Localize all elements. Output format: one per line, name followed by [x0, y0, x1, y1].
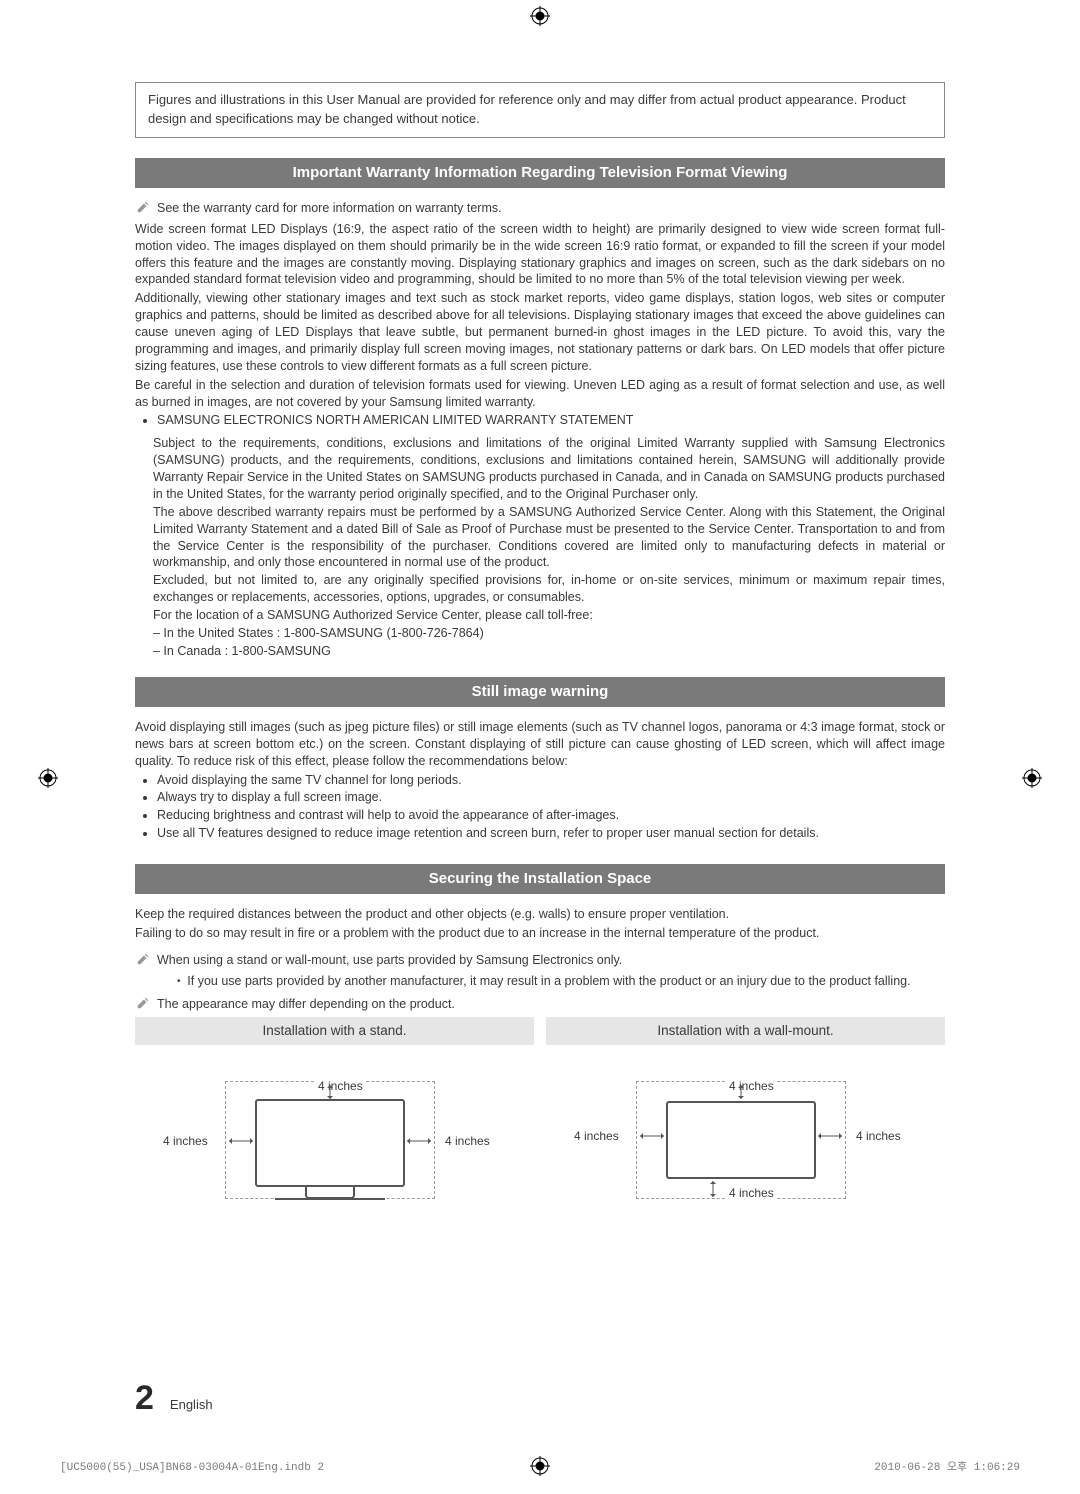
secure-p1: Keep the required distances between the …	[135, 906, 945, 923]
print-slug: [UC5000(55)_USA]BN68-03004A-01Eng.indb 2…	[60, 1461, 1020, 1476]
still-b4: Use all TV features designed to reduce i…	[157, 825, 945, 842]
warranty-sub2: The above described warranty repairs mus…	[153, 504, 945, 572]
warranty-sub5: – In the United States : 1-800-SAMSUNG (…	[153, 625, 945, 642]
registration-mark-icon	[530, 6, 550, 26]
dim-right: 4 inches	[445, 1133, 490, 1149]
secure-note1: When using a stand or wall-mount, use pa…	[157, 952, 622, 969]
secure-header: Securing the Installation Space	[135, 864, 945, 894]
warranty-bullet-heading: SAMSUNG ELECTRONICS NORTH AMERICAN LIMIT…	[157, 412, 945, 429]
warranty-sub1: Subject to the requirements, conditions,…	[153, 435, 945, 503]
page-number: 2	[135, 1376, 154, 1422]
install-stand-title: Installation with a stand.	[135, 1017, 534, 1045]
notice-box: Figures and illustrations in this User M…	[135, 82, 945, 138]
warranty-note: See the warranty card for more informati…	[157, 200, 502, 217]
notice-text: Figures and illustrations in this User M…	[148, 92, 906, 126]
warranty-sub4: For the location of a SAMSUNG Authorized…	[153, 607, 945, 624]
warranty-subtext: Subject to the requirements, conditions,…	[135, 435, 945, 659]
still-header: Still image warning	[135, 677, 945, 707]
print-right: 2010-06-28 오후 1:06:29	[874, 1461, 1020, 1476]
warranty-p2: Additionally, viewing other stationary i…	[135, 290, 945, 374]
warranty-p1: Wide screen format LED Displays (16:9, t…	[135, 221, 945, 289]
still-b1: Avoid displaying the same TV channel for…	[157, 772, 945, 789]
install-wall-title: Installation with a wall-mount.	[546, 1017, 945, 1045]
warranty-sub6: – In Canada : 1-800-SAMSUNG	[153, 643, 945, 660]
wallmount-diagram: 4 inches 4 inches 4 inches 4 inches	[546, 1063, 945, 1223]
registration-mark-icon	[38, 768, 58, 788]
secure-p2: Failing to do so may result in fire or a…	[135, 925, 945, 942]
page-content: Figures and illustrations in this User M…	[100, 32, 980, 1452]
dim-left: 4 inches	[163, 1133, 208, 1149]
warranty-p3: Be careful in the selection and duration…	[135, 377, 945, 411]
page-footer: 2 English	[135, 1376, 945, 1422]
registration-mark-icon	[1022, 768, 1042, 788]
dim-left2: 4 inches	[574, 1128, 619, 1144]
warranty-sub3: Excluded, but not limited to, are any or…	[153, 572, 945, 606]
page-language: English	[170, 1396, 213, 1414]
still-b3: Reducing brightness and contrast will he…	[157, 807, 945, 824]
still-b2: Always try to display a full screen imag…	[157, 789, 945, 806]
note-icon	[135, 200, 151, 214]
stand-diagram: 4 inches 4 inches 4 inches	[135, 1063, 534, 1223]
secure-note1-sub: If you use parts provided by another man…	[177, 973, 945, 990]
print-left: [UC5000(55)_USA]BN68-03004A-01Eng.indb 2	[60, 1461, 324, 1476]
warranty-header: Important Warranty Information Regarding…	[135, 158, 945, 188]
note-icon	[135, 996, 151, 1010]
still-p1: Avoid displaying still images (such as j…	[135, 719, 945, 770]
note-icon	[135, 952, 151, 966]
dim-right2: 4 inches	[856, 1128, 901, 1144]
installation-diagrams: Installation with a stand. 4 inches 4 in…	[135, 1017, 945, 1223]
dim-bottom: 4 inches	[726, 1185, 777, 1201]
secure-note2: The appearance may differ depending on t…	[157, 996, 455, 1013]
